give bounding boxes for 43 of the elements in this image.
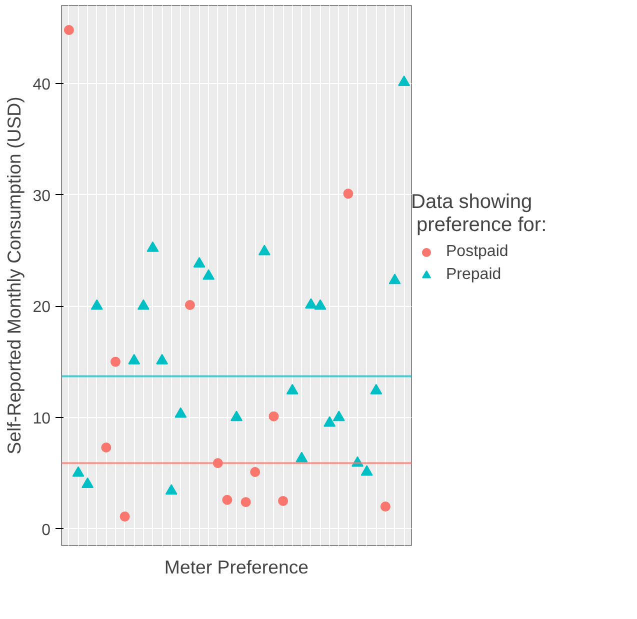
point: [222, 494, 232, 505]
y-tick-label: 20: [32, 299, 51, 316]
point: [250, 467, 260, 478]
x-axis-title: Meter Preference: [164, 556, 309, 578]
point: [193, 256, 206, 268]
point: [314, 299, 326, 310]
point: [360, 465, 373, 476]
point: [398, 75, 410, 86]
point: [72, 466, 84, 477]
point: [165, 484, 178, 495]
point: [230, 410, 242, 422]
point: [120, 512, 130, 522]
point: [240, 497, 251, 508]
point: [101, 442, 112, 453]
point: [278, 496, 288, 506]
legend-title: Data showing preference for:: [411, 191, 547, 237]
point: [268, 411, 279, 422]
point: [90, 299, 103, 310]
point: [286, 384, 298, 394]
point: [296, 452, 308, 462]
point: [370, 384, 382, 394]
point: [388, 274, 401, 284]
legend-label: Prepaid: [446, 266, 502, 284]
y-tick-label: 10: [32, 410, 51, 428]
y-tick-label: 0: [42, 522, 51, 539]
legend-label: Postpaid: [446, 243, 508, 261]
y-axis-title: Self-Reported Monthly Consumption (USD): [4, 96, 25, 454]
point: [156, 354, 168, 364]
point: [380, 502, 390, 512]
y-tick-label: 30: [32, 188, 51, 205]
point: [304, 298, 317, 309]
point: [324, 416, 336, 427]
point: [174, 407, 187, 418]
point: [146, 241, 159, 252]
point: [184, 300, 195, 310]
point: [137, 299, 150, 310]
y-tick-label: 40: [32, 76, 51, 94]
point: [332, 410, 345, 422]
point: [110, 356, 120, 367]
point: [82, 477, 94, 488]
point: [128, 354, 140, 364]
point: [202, 269, 215, 280]
point: [258, 244, 270, 256]
